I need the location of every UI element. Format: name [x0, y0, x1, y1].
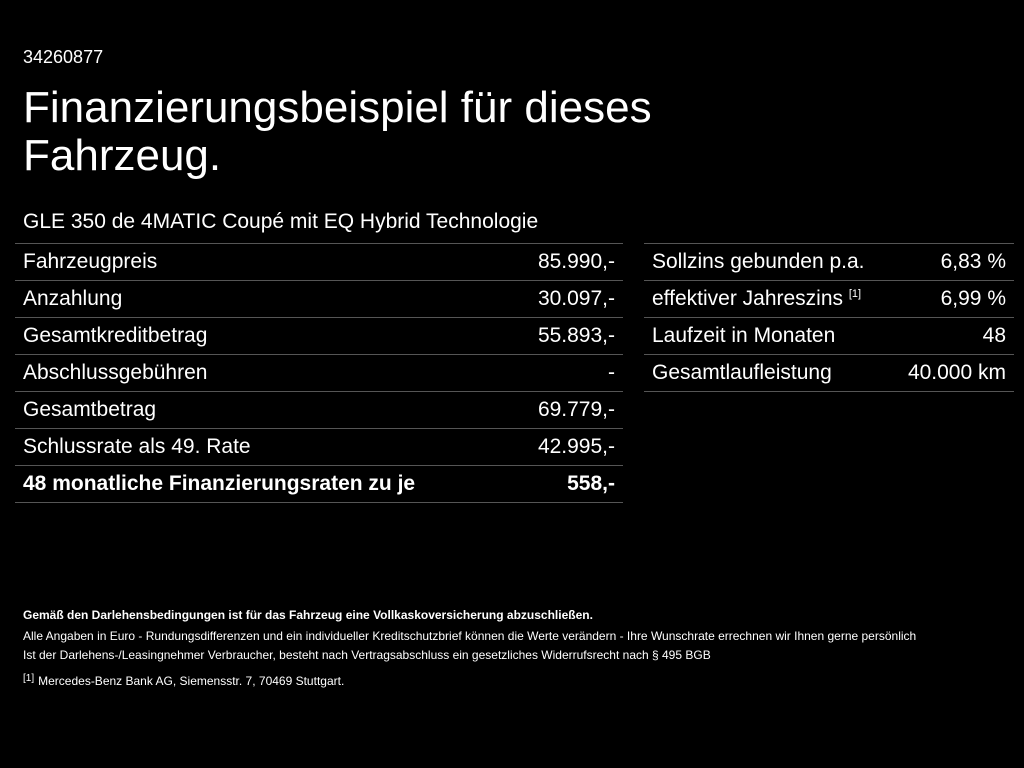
table-row: Fahrzeugpreis 85.990,-	[15, 243, 623, 281]
footnote-marker: [1]	[848, 288, 862, 300]
row-label: Gesamtbetrag	[15, 391, 511, 429]
footnote-text: Mercedes-Benz Bank AG, Siemensstr. 7, 70…	[38, 674, 345, 688]
row-value: 69.779,-	[510, 391, 623, 429]
row-value: 55.893,-	[510, 317, 623, 355]
row-value: 558,-	[510, 465, 623, 503]
row-label-text: effektiver Jahreszins	[652, 287, 844, 310]
row-value: -	[510, 354, 623, 392]
row-label: effektiver Jahreszins [1]	[644, 280, 891, 318]
row-label: Laufzeit in Monaten	[644, 317, 891, 355]
row-value: 6,99 %	[890, 280, 1014, 318]
row-value: 30.097,-	[510, 280, 623, 318]
disclaimer-line-2: Ist der Darlehens-/Leasingnehmer Verbrau…	[23, 648, 711, 662]
table-row: Gesamtbetrag 69.779,-	[15, 391, 623, 429]
table-row: Gesamtkreditbetrag 55.893,-	[15, 317, 623, 355]
row-value: 40.000 km	[890, 354, 1014, 392]
row-value: 48	[890, 317, 1014, 355]
interest-table: Sollzins gebunden p.a. 6,83 % effektiver…	[644, 243, 1014, 392]
row-label: Schlussrate als 49. Rate	[15, 428, 511, 466]
row-value: 85.990,-	[510, 243, 623, 281]
title-line-2: Fahrzeug.	[23, 131, 222, 180]
table-row: Anzahlung 30.097,-	[15, 280, 623, 318]
legal-notes: Gemäß den Darlehensbedingungen ist für d…	[23, 606, 916, 691]
row-label: Gesamtlaufleistung	[644, 354, 891, 392]
reference-id: 34260877	[23, 47, 104, 67]
row-label: Gesamtkreditbetrag	[15, 317, 511, 355]
table-row: Schlussrate als 49. Rate 42.995,-	[15, 428, 623, 466]
title-line-1: Finanzierungsbeispiel für dieses	[23, 83, 652, 132]
table-row: Abschlussgebühren -	[15, 354, 623, 392]
table-row: Laufzeit in Monaten 48	[644, 317, 1014, 355]
row-label: Anzahlung	[15, 280, 511, 318]
insurance-note: Gemäß den Darlehensbedingungen ist für d…	[23, 608, 593, 622]
row-label: Abschlussgebühren	[15, 354, 511, 392]
monthly-rate-row: 48 monatliche Finanzierungsraten zu je 5…	[15, 465, 623, 503]
table-row: Gesamtlaufleistung 40.000 km	[644, 354, 1014, 392]
table-row: Sollzins gebunden p.a. 6,83 %	[644, 243, 1014, 281]
financing-table: Fahrzeugpreis 85.990,- Anzahlung 30.097,…	[15, 243, 623, 503]
disclaimer-line-1: Alle Angaben in Euro - Rundungsdifferenz…	[23, 629, 917, 643]
vehicle-model: GLE 350 de 4MATIC Coupé mit EQ Hybrid Te…	[23, 210, 539, 233]
page-title: Finanzierungsbeispiel für dieses Fahrzeu…	[23, 84, 652, 180]
row-label: Fahrzeugpreis	[15, 243, 511, 281]
row-label: Sollzins gebunden p.a.	[644, 243, 891, 281]
footnote-mark: [1]	[23, 673, 35, 684]
footnote: [1] Mercedes-Benz Bank AG, Siemensstr. 7,…	[23, 669, 916, 691]
row-value: 42.995,-	[510, 428, 623, 466]
table-row: effektiver Jahreszins [1] 6,99 %	[644, 280, 1014, 318]
row-value: 6,83 %	[890, 243, 1014, 281]
row-label: 48 monatliche Finanzierungsraten zu je	[15, 465, 511, 503]
